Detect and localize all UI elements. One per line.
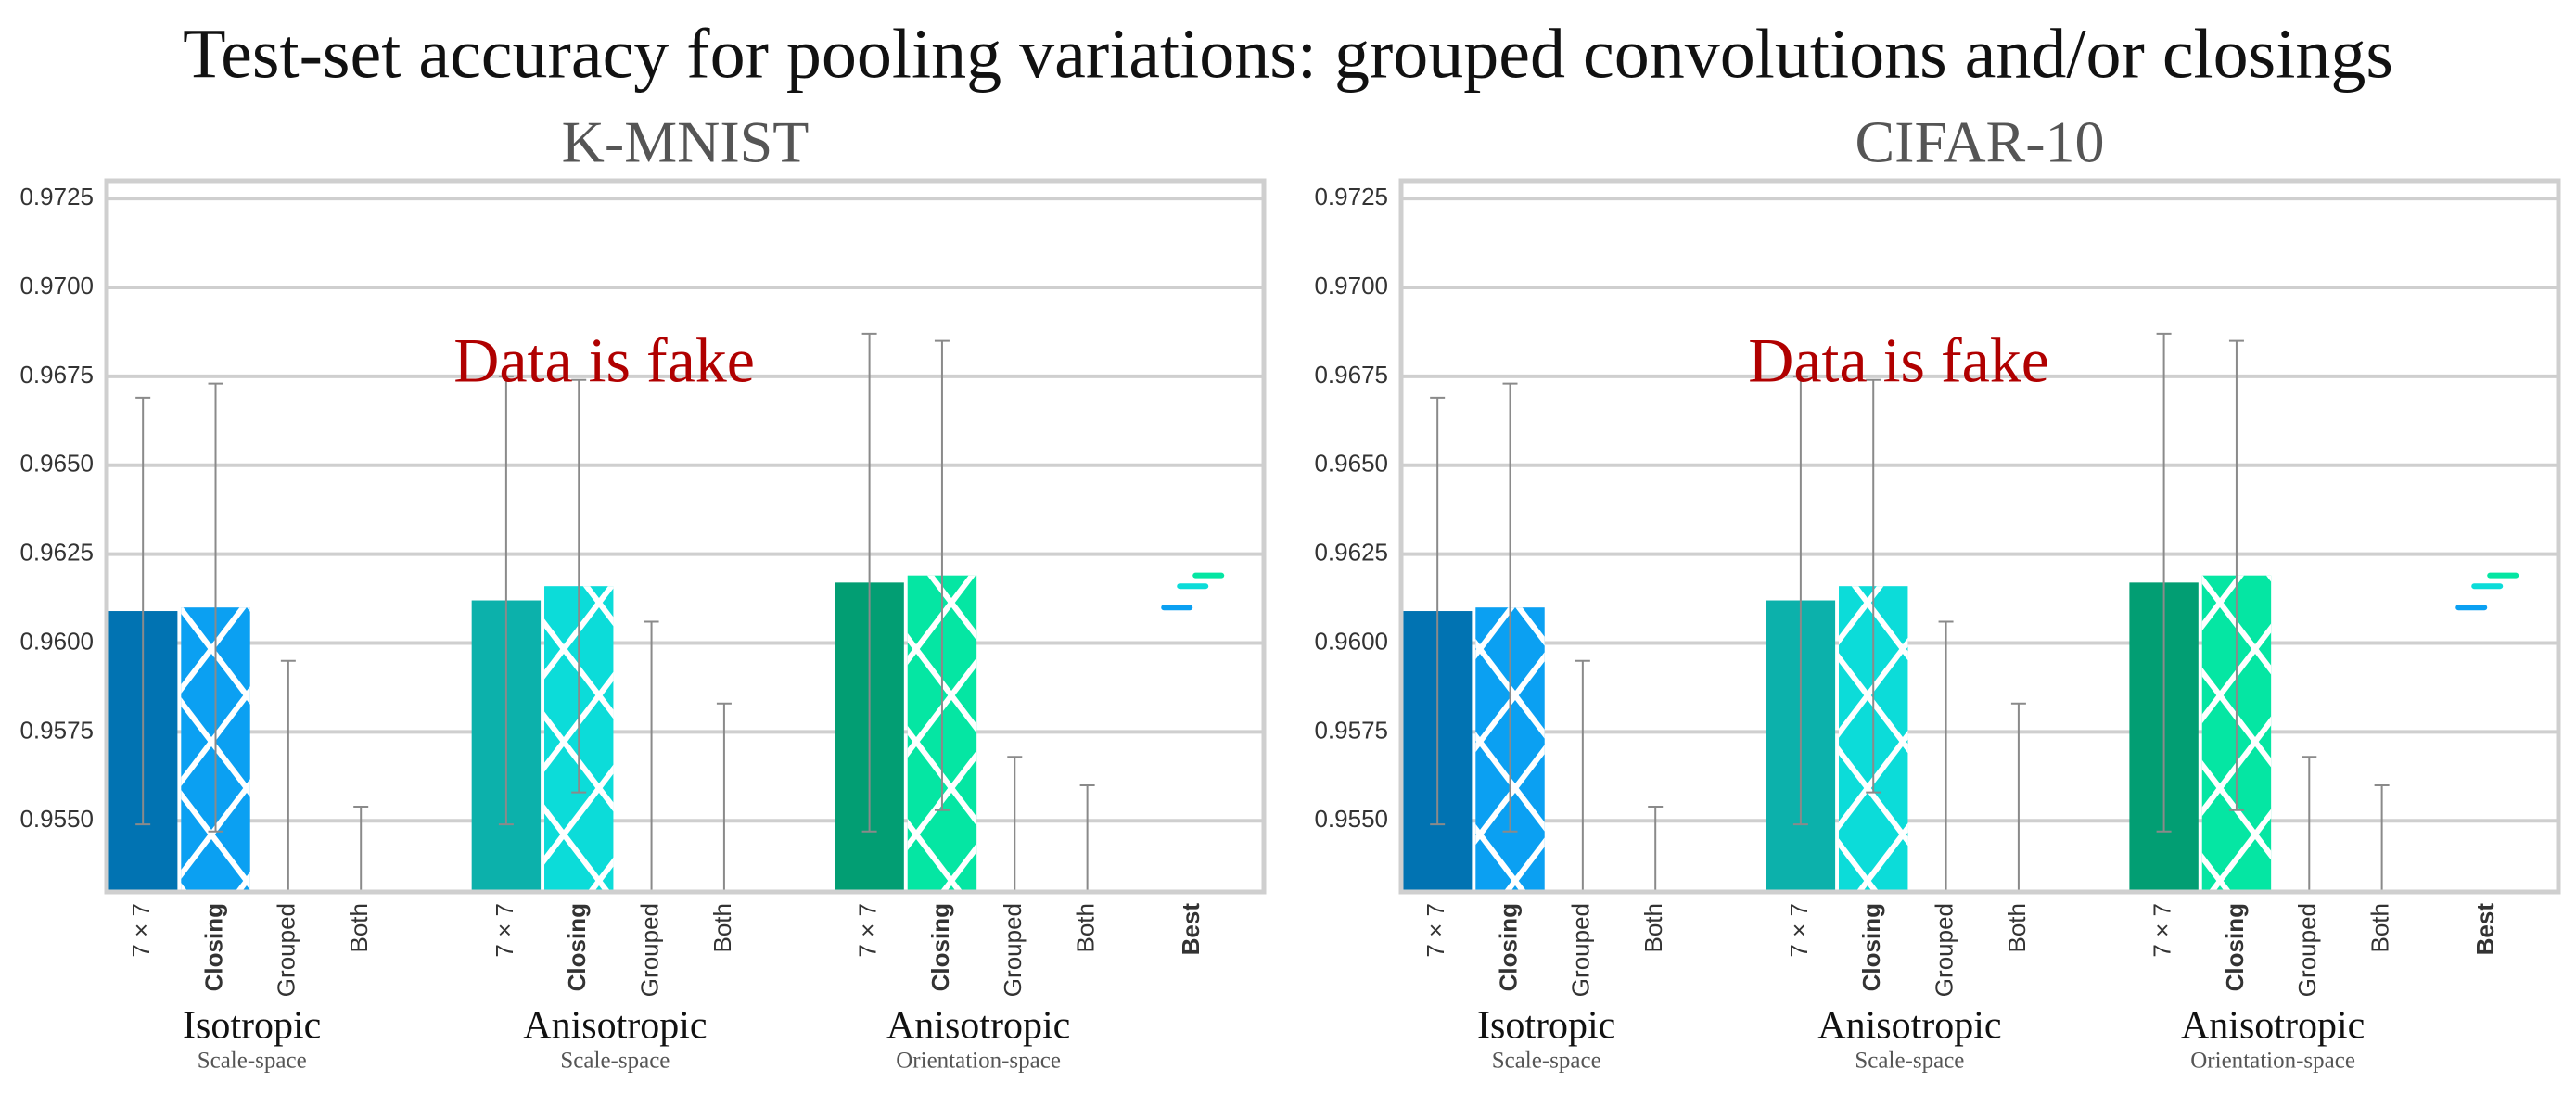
x-tick-label: Closing (1857, 903, 1885, 991)
y-tick-label: 0.9700 (19, 272, 94, 299)
x-tick-label: Closing (926, 903, 954, 991)
y-tick-label: 0.9650 (1314, 450, 1388, 477)
y-tick-label: 0.9725 (19, 183, 94, 210)
y-tick-label: 0.9675 (1314, 361, 1388, 388)
group-label: Isotropic (183, 1005, 321, 1048)
group-label: Anisotropic (886, 1005, 1070, 1048)
x-tick-label: Grouped (2293, 903, 2321, 997)
y-tick-label: 0.9725 (1314, 183, 1388, 210)
y-tick-label: 0.9650 (19, 450, 94, 477)
x-tick-label: Both (1072, 903, 1100, 953)
x-tick-label: Grouped (1567, 903, 1595, 997)
group-label: Isotropic (1477, 1005, 1615, 1048)
group-sublabel: Orientation-space (896, 1049, 1061, 1074)
group-label: Anisotropic (2181, 1005, 2365, 1048)
group-sublabel: Scale-space (1855, 1049, 1964, 1074)
y-tick-label: 0.9575 (1314, 716, 1388, 744)
annotation: Data is fake (1748, 325, 2049, 396)
x-tick-label: 7 × 7 (1422, 903, 1449, 958)
annotation: Data is fake (453, 325, 755, 396)
x-tick-label: Best (2471, 903, 2499, 956)
x-tick-label: Grouped (273, 903, 300, 997)
figure-title: Test-set accuracy for pooling variations… (183, 15, 2393, 93)
axes-frame (1398, 178, 2561, 895)
group-label: Anisotropic (523, 1005, 707, 1048)
x-tick-label: Closing (1494, 903, 1522, 991)
x-tick-label: Both (1639, 903, 1667, 953)
group-sublabel: Scale-space (198, 1049, 307, 1074)
subplot-title: CIFAR-10 (1855, 109, 2104, 175)
y-tick-label: 0.9550 (19, 805, 94, 833)
y-tick-label: 0.9575 (19, 716, 94, 744)
group-sublabel: Orientation-space (2190, 1049, 2355, 1074)
x-tick-label: Both (2003, 903, 2031, 953)
x-tick-label: Both (345, 903, 373, 953)
y-tick-label: 0.9550 (1314, 805, 1388, 833)
x-tick-label: 7 × 7 (491, 903, 518, 958)
x-tick-label: 7 × 7 (2148, 903, 2175, 958)
x-tick-label: Both (2366, 903, 2394, 953)
axes-frame (104, 178, 1267, 895)
group-label: Anisotropic (1817, 1005, 2001, 1048)
subplot-title: K-MNIST (562, 109, 810, 175)
x-tick-label: Closing (199, 903, 227, 991)
x-tick-label: 7 × 7 (127, 903, 155, 958)
x-tick-label: Grouped (1930, 903, 1958, 997)
x-tick-label: Both (708, 903, 736, 953)
y-tick-label: 0.9600 (1314, 627, 1388, 655)
group-sublabel: Scale-space (560, 1049, 670, 1074)
y-tick-label: 0.9625 (1314, 539, 1388, 567)
x-tick-label: 7 × 7 (853, 903, 881, 958)
group-sublabel: Scale-space (1492, 1049, 1601, 1074)
y-tick-label: 0.9700 (1314, 272, 1388, 299)
y-tick-label: 0.9675 (19, 361, 94, 388)
x-tick-label: Best (1177, 903, 1205, 956)
x-tick-label: Closing (2221, 903, 2249, 991)
y-tick-label: 0.9625 (19, 539, 94, 567)
x-tick-label: Grouped (999, 903, 1027, 997)
plot-area (1402, 332, 2519, 892)
y-tick-label: 0.9600 (19, 627, 94, 655)
plot-area (108, 332, 1225, 892)
x-tick-label: Closing (563, 903, 591, 991)
x-tick-label: 7 × 7 (1785, 903, 1813, 958)
x-tick-label: Grouped (635, 903, 663, 997)
